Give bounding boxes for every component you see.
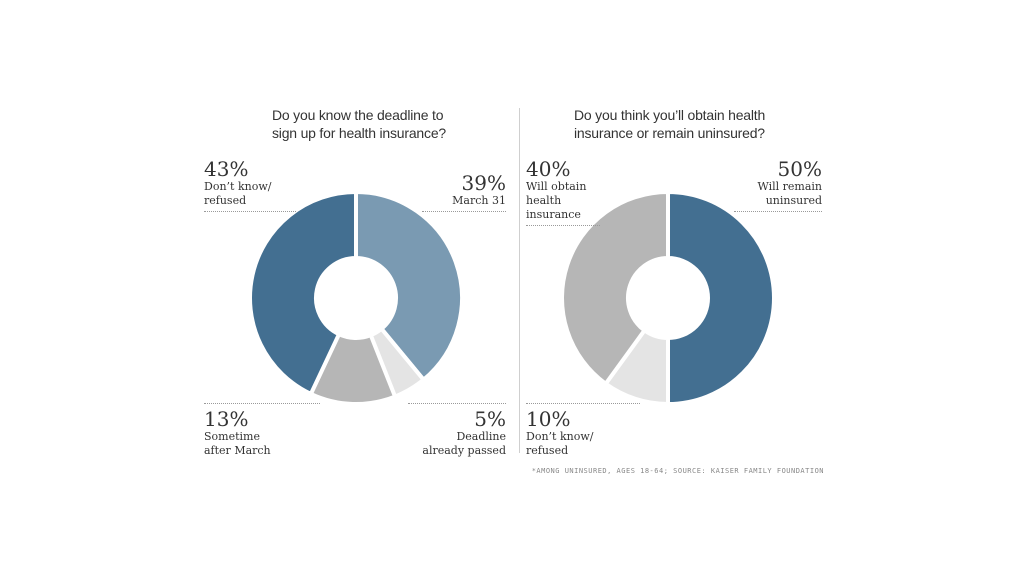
callout-label: Will remain uninsured (757, 180, 822, 207)
callout-after-march: 13% Sometime after March (204, 408, 324, 458)
donut-chart-obtain (560, 189, 776, 407)
callout-will-obtain: 40% Will obtain health insurance (526, 158, 646, 222)
pie-slice (666, 189, 776, 407)
callout-percent: 10% (526, 407, 571, 431)
callout-remain-uninsured: 50% Will remain uninsured (702, 158, 822, 208)
leader-line (204, 403, 320, 404)
callout-label: Will obtain health insurance (526, 180, 587, 221)
callout-percent: 13% (204, 407, 249, 431)
leader-line (734, 211, 822, 212)
chart-panel-deadline: Do you know the deadline to sign up for … (196, 100, 516, 470)
chart-title: Do you think you’ll obtain health insura… (574, 107, 766, 141)
callout-dont-know-2: 10% Don’t know/ refused (526, 408, 646, 458)
callout-label: Deadline already passed (422, 430, 506, 457)
leader-line (526, 403, 640, 404)
pie-slice (248, 189, 358, 397)
callout-percent: 39% (461, 171, 506, 195)
callout-march-31: 39% March 31 (386, 172, 506, 208)
pie-slice (354, 189, 464, 383)
chart-panel-obtain: Do you think you’ll obtain health insura… (520, 100, 840, 470)
leader-line (422, 211, 506, 212)
panel-divider (519, 108, 520, 453)
leader-line (204, 211, 296, 212)
source-footnote: *Among uninsured, ages 18-64; Source: Ka… (531, 467, 824, 475)
callout-label: Don’t know/ refused (526, 430, 594, 457)
callout-label: March 31 (452, 194, 506, 207)
callout-label: Don’t know/ refused (204, 180, 272, 207)
leader-line (526, 225, 600, 226)
callout-deadline-passed: 5% Deadline already passed (386, 408, 506, 458)
leader-line (408, 403, 506, 404)
callout-percent: 5% (474, 407, 506, 431)
callout-percent: 43% (204, 157, 249, 181)
callout-dont-know: 43% Don’t know/ refused (204, 158, 324, 208)
callout-percent: 50% (777, 157, 822, 181)
donut-chart-deadline (248, 189, 464, 406)
pie-slice (560, 189, 670, 387)
callout-percent: 40% (526, 157, 571, 181)
callout-label: Sometime after March (204, 430, 271, 457)
chart-title: Do you know the deadline to sign up for … (272, 107, 446, 141)
